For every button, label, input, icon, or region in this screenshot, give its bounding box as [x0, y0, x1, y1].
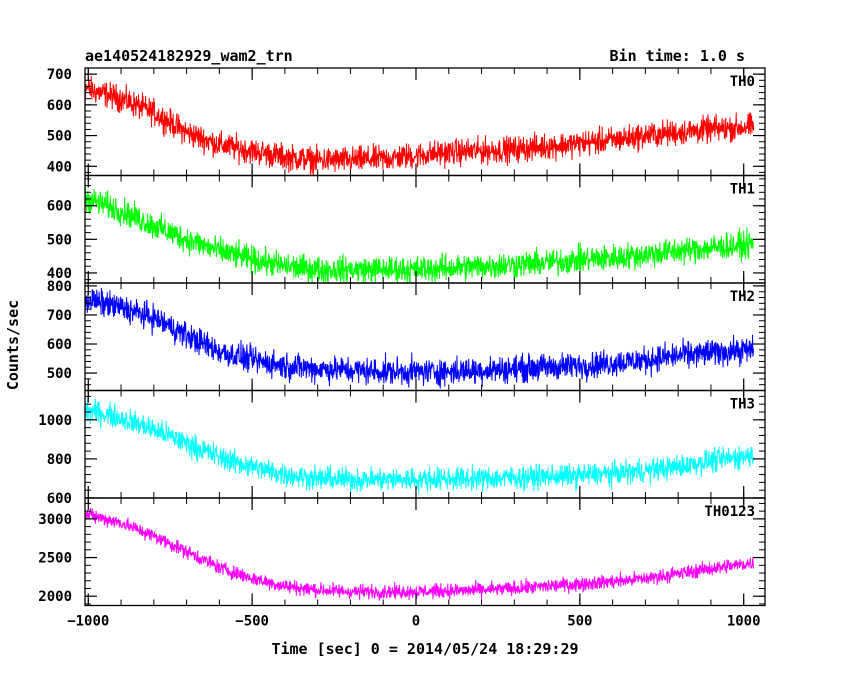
y-tick-label: 700: [47, 67, 72, 83]
series-line-th2: [85, 287, 755, 389]
panel-th0123: 2000 2500 3000 TH0123: [38, 497, 766, 607]
y-tick-label: 600: [47, 199, 72, 215]
panel-th1: 400 500 600 TH1: [47, 174, 766, 284]
series-line-th1: [85, 183, 755, 283]
panels-group: 400 500 600 700 TH0 400 500 600 TH1 500 600 700 800 T…: [38, 67, 766, 630]
y-tick-label: 500: [47, 366, 72, 382]
y-tick-label: 400: [47, 159, 72, 175]
y-tick-label: 800: [47, 452, 72, 468]
panel-label-th1: TH1: [730, 182, 755, 198]
panel-th3: 600 800 1000 TH3: [38, 389, 766, 507]
series-line-th0: [85, 75, 755, 176]
x-axis-label: Time [sec] 0 = 2014/05/24 18:29:29: [271, 640, 578, 658]
x-tick-label: 1000: [727, 614, 761, 630]
panel-th2: 500 600 700 800 TH2: [47, 279, 766, 392]
y-tick-label: 600: [47, 98, 72, 114]
x-tick-label: −1000: [67, 614, 109, 630]
y-tick-label: 3000: [38, 512, 72, 528]
panel-label-th0: TH0: [730, 74, 755, 90]
y-tick-label: 1000: [38, 413, 72, 429]
y-tick-label: 800: [47, 279, 72, 295]
y-tick-label: 700: [47, 308, 72, 324]
panel-label-th3: TH3: [730, 397, 755, 413]
panel-frame: [84, 497, 766, 607]
x-tick-label: 0: [412, 614, 420, 630]
bin-time-label: Bin time: 1.0 s: [610, 47, 745, 65]
series-line-th0123: [85, 507, 755, 601]
y-tick-label: 500: [47, 129, 72, 145]
chart-title: ae140524182929_wam2_trn: [85, 47, 293, 65]
y-tick-label: 600: [47, 491, 72, 507]
series-line-th3: [85, 396, 755, 495]
x-tick-label: 500: [567, 614, 592, 630]
y-axis-label: Counts/sec: [4, 300, 22, 390]
y-tick-label: 2500: [38, 551, 72, 567]
x-tick-label: −500: [235, 614, 269, 630]
y-tick-label: 400: [47, 266, 72, 282]
y-tick-label: 2000: [38, 589, 72, 605]
y-tick-label: 500: [47, 232, 72, 248]
panel-label-th2: TH2: [730, 289, 755, 305]
y-tick-label: 600: [47, 337, 72, 353]
panel-th0: 400 500 600 700 TH0: [47, 67, 766, 177]
panel-label-th0123: TH0123: [704, 504, 755, 520]
